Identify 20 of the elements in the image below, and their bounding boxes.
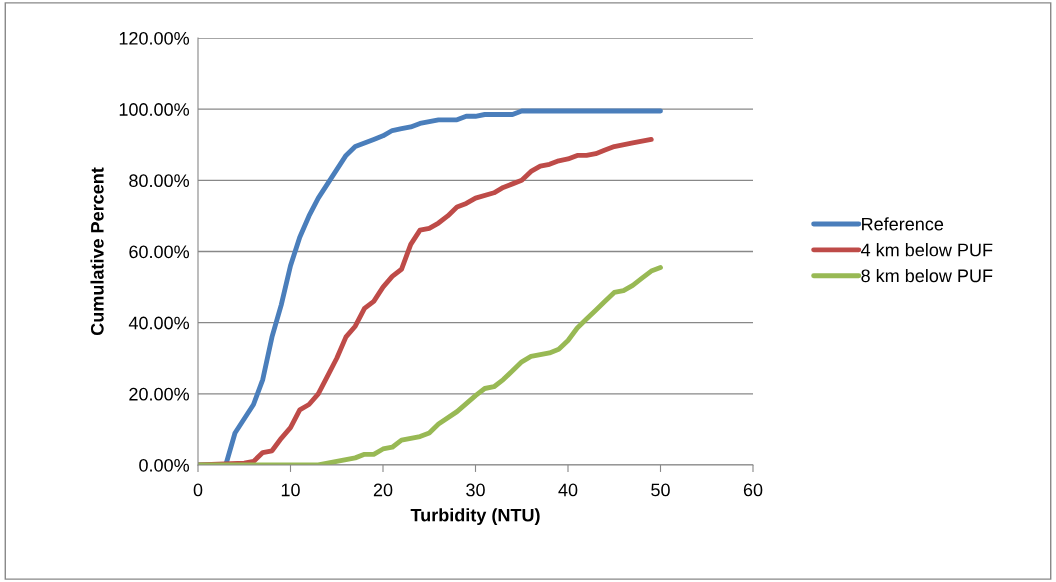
y-tick-label: 120.00% [119,31,190,45]
x-axis-title: Turbidity (NTU) [410,508,540,526]
x-tick-label: 50 [651,483,670,497]
legend-label: Reference [862,217,944,231]
y-tick-label: 20.00% [129,387,190,401]
x-tick-label: 20 [373,483,393,497]
y-tick-label: 40.00% [128,316,190,330]
legend-label: 4 km below PUF [861,243,993,257]
legend-label: 8 km below PUF [861,268,993,283]
x-tick-label: 60 [743,483,763,497]
x-tick-label: 0 [193,483,203,497]
x-tick-label: 30 [466,483,485,497]
y-tick-label: 0.00% [139,458,190,472]
x-tick-label: 40 [558,483,578,497]
line-series [198,265,663,465]
y-axis-title: Cumulative Percent [90,167,104,336]
y-tick-label: 60.00% [129,245,190,259]
y-tick-label: 80.00% [129,174,190,188]
x-tick-label: 10 [281,483,300,497]
y-tick-label: 100.00% [119,103,190,116]
